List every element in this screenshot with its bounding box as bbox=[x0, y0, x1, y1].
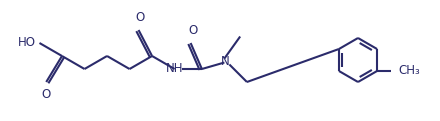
Text: N: N bbox=[221, 55, 230, 68]
Text: HO: HO bbox=[18, 37, 36, 49]
Text: O: O bbox=[42, 88, 51, 101]
Text: NH: NH bbox=[166, 63, 183, 76]
Text: CH₃: CH₃ bbox=[398, 64, 420, 77]
Text: O: O bbox=[188, 24, 197, 37]
Text: O: O bbox=[135, 11, 144, 24]
